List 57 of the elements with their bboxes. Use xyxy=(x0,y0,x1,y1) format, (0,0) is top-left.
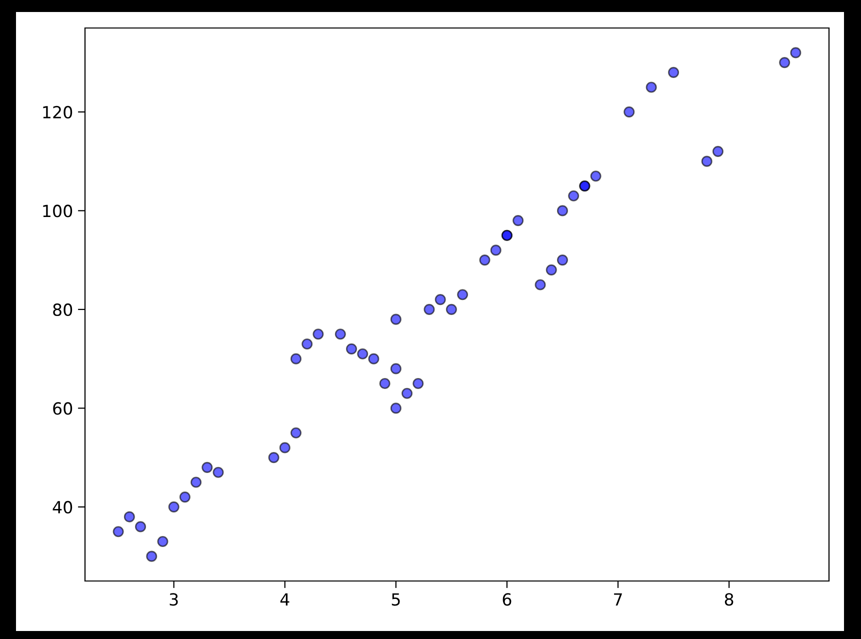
point xyxy=(568,190,580,202)
point xyxy=(779,57,790,68)
point xyxy=(302,338,313,350)
y-tick-label: 80 xyxy=(53,303,72,316)
x-tick-label: 6 xyxy=(502,593,512,606)
point xyxy=(701,156,712,167)
point xyxy=(290,427,302,438)
point xyxy=(368,353,380,364)
point xyxy=(556,254,568,266)
point xyxy=(390,402,402,414)
point xyxy=(457,289,468,300)
x-tick-label: 5 xyxy=(392,593,400,606)
point xyxy=(490,244,502,256)
point xyxy=(346,343,358,354)
point xyxy=(279,442,290,454)
point xyxy=(712,146,724,157)
x-tick-label: 8 xyxy=(724,593,734,606)
y-tick-label: 40 xyxy=(52,500,72,514)
point xyxy=(379,378,390,390)
point xyxy=(556,205,568,216)
point xyxy=(334,328,346,340)
point xyxy=(512,215,524,226)
point xyxy=(424,304,435,315)
x-tick-label: 3 xyxy=(170,593,178,606)
point xyxy=(202,462,213,473)
point xyxy=(212,466,224,478)
point xyxy=(179,492,190,503)
point xyxy=(124,511,135,522)
point xyxy=(112,526,124,538)
point xyxy=(479,254,490,266)
point xyxy=(446,304,457,315)
point xyxy=(624,106,635,118)
point xyxy=(402,388,413,399)
point xyxy=(390,314,402,325)
point xyxy=(668,66,680,78)
point xyxy=(157,536,168,548)
point xyxy=(190,476,202,488)
point xyxy=(135,521,146,532)
point xyxy=(390,363,402,374)
point xyxy=(590,170,602,182)
point xyxy=(146,550,158,562)
point xyxy=(290,353,302,364)
point xyxy=(412,378,424,390)
point xyxy=(312,328,324,340)
y-tick-label: 120 xyxy=(43,106,72,119)
x-tick-label: 4 xyxy=(280,593,290,606)
x-tick-label: 7 xyxy=(614,593,622,606)
y-tick-label: 60 xyxy=(53,402,72,415)
point xyxy=(546,264,557,276)
point xyxy=(646,82,657,93)
point xyxy=(357,348,368,360)
point xyxy=(168,501,180,512)
point xyxy=(534,279,546,290)
y-tick-label: 100 xyxy=(43,204,72,218)
point xyxy=(790,47,802,58)
point xyxy=(434,294,446,306)
point xyxy=(268,452,280,464)
